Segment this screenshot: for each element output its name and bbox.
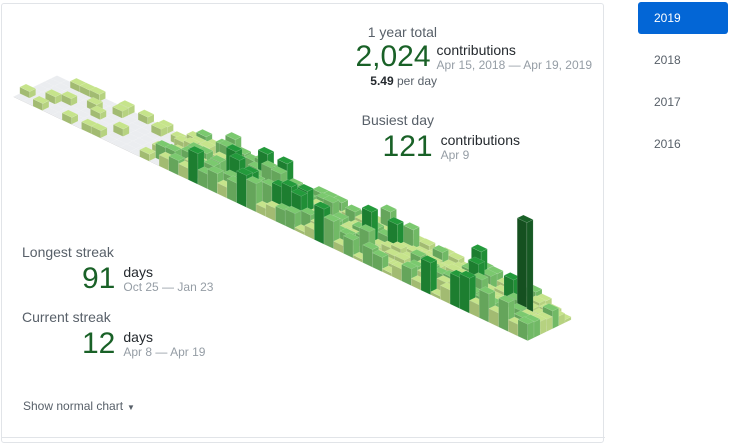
year-link-2017[interactable]: 2017 — [654, 95, 681, 109]
year-list: 2019 2018 2017 2016 — [638, 2, 728, 170]
current-range: Apr 8 — Apr 19 — [123, 345, 206, 359]
total-title: 1 year total — [367, 24, 437, 40]
current-count: 12 — [82, 327, 116, 360]
total-range: Apr 15, 2018 — Apr 19, 2019 — [436, 58, 592, 72]
current-title: Current streak — [22, 309, 111, 325]
day-cell — [372, 249, 389, 273]
isometric-contribution-chart — [13, 75, 572, 342]
year-link-2019[interactable]: 2019 — [638, 2, 728, 34]
current-streak-stat: Current streak 12 days Apr 8 — Apr 19 — [22, 309, 242, 359]
day-cell — [112, 103, 129, 120]
day-cell — [517, 316, 535, 342]
day-cell — [61, 109, 79, 125]
longest-streak-stat: Longest streak 91 days Oct 25 — Jan 23 — [22, 244, 242, 294]
longest-unit: days — [123, 264, 153, 280]
year-link-2016[interactable]: 2016 — [654, 137, 681, 151]
longest-range: Oct 25 — Jan 23 — [123, 280, 214, 294]
total-count: 2,024 — [355, 40, 431, 73]
show-normal-chart-toggle[interactable]: Show normal chart ▼ — [23, 399, 135, 413]
year-link-2018[interactable]: 2018 — [654, 53, 681, 67]
total-contributions-stat: 1 year total 2,024 contributions Apr 15,… — [342, 24, 592, 88]
busiest-day-stat: Busiest day 121 contributions Apr 9 — [342, 112, 592, 162]
day-cell — [516, 214, 534, 323]
contribution-card: 1 year total 2,024 contributions Apr 15,… — [1, 3, 605, 443]
toggle-label: Show normal chart — [23, 399, 124, 413]
busiest-unit: contributions — [440, 132, 520, 148]
caret-down-icon: ▼ — [127, 403, 135, 412]
per-day-label: per day — [396, 74, 437, 88]
busiest-count: 121 — [382, 130, 433, 163]
day-cell — [150, 121, 168, 138]
per-day-value: 5.49 — [370, 74, 394, 88]
total-unit: contributions — [436, 42, 516, 58]
per-day-average: 5.49 per day — [342, 74, 592, 88]
current-unit: days — [123, 329, 153, 345]
longest-count: 91 — [82, 262, 116, 295]
busiest-date: Apr 9 — [440, 148, 470, 162]
longest-title: Longest streak — [22, 244, 114, 260]
day-cell — [420, 255, 438, 296]
day-cell — [342, 232, 360, 259]
card-divider — [2, 437, 605, 438]
busiest-title: Busiest day — [361, 112, 434, 128]
